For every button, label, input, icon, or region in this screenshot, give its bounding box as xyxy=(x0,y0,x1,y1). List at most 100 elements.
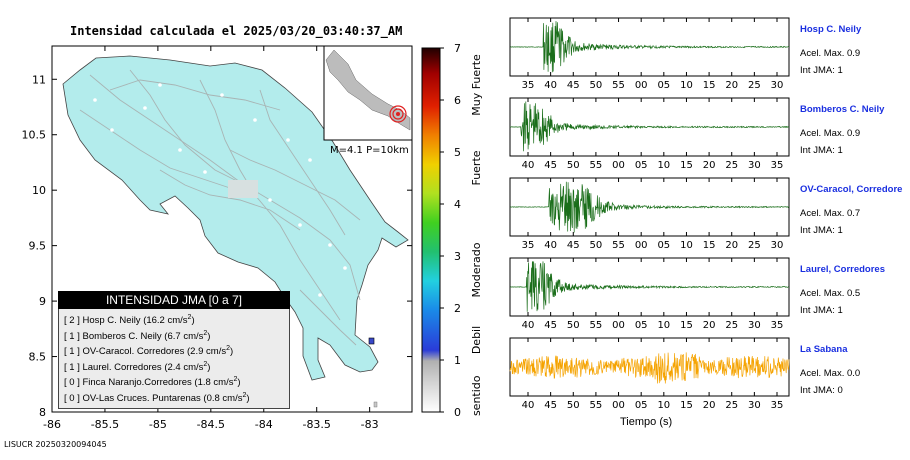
colorbar-tick-label: 7 xyxy=(454,42,461,55)
waveform-line xyxy=(510,261,790,312)
trace-x-tick-label: 30 xyxy=(771,80,784,91)
trace-x-tick-label: 10 xyxy=(657,160,670,171)
trace-x-tick-label: 25 xyxy=(725,400,738,411)
trace-x-tick-label: 40 xyxy=(544,240,557,251)
trace-x-tick-label: 10 xyxy=(680,80,693,91)
trace-x-tick-label: 15 xyxy=(680,400,693,411)
trace-panel: 40 45 50 55 00 05 10 15 20 25 30 35 xyxy=(509,257,790,331)
trace-x-tick-label: 05 xyxy=(635,160,648,171)
map-title: Intensidad calculada el 2025/03/20_03:40… xyxy=(70,24,403,38)
seismogram-panels: 35 40 45 50 55 00 05 10 15 20 25 30 40 45 50 55 00 05 10 15… xyxy=(509,17,790,411)
trace-x-tick-label: 45 xyxy=(567,240,580,251)
trace-x-tick-label: 15 xyxy=(703,80,716,91)
map-x-tick-label: -84 xyxy=(255,418,273,431)
trace-x-tick-label: 25 xyxy=(725,160,738,171)
legend-row-sup: 2 xyxy=(226,345,230,352)
trace-x-tick-label: 00 xyxy=(635,80,648,91)
legend-row-sup: 2 xyxy=(233,376,238,383)
trace-x-tick-label: 10 xyxy=(680,240,693,251)
legend-row-text: [ 0 ] Finca Naranjo.Corredores (1.8 cm/s xyxy=(64,377,234,389)
waveform-line xyxy=(509,352,790,384)
trace-x-tick-label: 35 xyxy=(522,240,535,251)
colorbar-category-label: Fuerte xyxy=(470,150,483,185)
waveform-line xyxy=(510,21,789,73)
map-x-tick-label: -83 xyxy=(361,418,379,431)
trace-x-tick-label: 35 xyxy=(771,400,784,411)
trace-x-tick-label: 20 xyxy=(703,320,716,331)
trace-station-name: OV-Caracol, Corredore xyxy=(800,184,903,195)
colorbar-tick-label: 5 xyxy=(454,146,461,159)
time-axis-label: Tiempo (s) xyxy=(620,416,673,428)
trace-x-tick-label: 35 xyxy=(771,160,784,171)
trace-acel-max: Acel. Max. 0.0 xyxy=(800,368,861,379)
map-x-tick-label: -85.5 xyxy=(91,418,119,431)
legend-row-sup: 2 xyxy=(203,329,208,337)
trace-x-tick-label: 15 xyxy=(680,320,693,331)
station-marker-las-cruces xyxy=(373,401,378,408)
trace-panel: 35 40 45 50 55 00 05 10 15 20 25 30 xyxy=(509,177,790,251)
trace-x-tick-label: 55 xyxy=(590,320,603,331)
legend-row: [ 1 ] OV-Caracol. Corredores (2.9 cm/s2) xyxy=(64,345,233,357)
trace-x-tick-label: 40 xyxy=(522,160,535,171)
colorbar-category-label: Debil xyxy=(470,326,483,354)
map-y-tick-label: 10 xyxy=(32,184,46,197)
colorbar-category-label: Muy Fuerte xyxy=(470,54,483,116)
trace-int-jma: Int JMA: 1 xyxy=(800,145,843,156)
costa-rica-land xyxy=(62,55,409,381)
trace-int-jma: Int JMA: 0 xyxy=(800,385,843,396)
trace-acel-max: Acel. Max. 0.9 xyxy=(800,128,861,139)
town-markers xyxy=(93,83,347,297)
legend-row: [ 1 ] Bomberos C. Neily (6.7 cm/s2) xyxy=(64,330,210,342)
trace-panel: 35 40 45 50 55 00 05 10 15 20 25 30 xyxy=(509,17,790,91)
trace-x-tick-label: 55 xyxy=(612,240,625,251)
trace-x-tick-label: 10 xyxy=(657,400,670,411)
trace-x-tick-label: 25 xyxy=(748,240,761,251)
trace-x-tick-label: 30 xyxy=(748,400,761,411)
map-y-tick-label: 10.5 xyxy=(22,129,47,142)
map-y-tick-label: 8 xyxy=(39,406,46,419)
legend-box xyxy=(58,291,290,409)
colorbar-ticks: 7 6 5 4 3 2 1 0 xyxy=(440,42,461,419)
trace-x-tick-label: 45 xyxy=(544,400,557,411)
trace-x-tick-label: 20 xyxy=(703,160,716,171)
trace-x-tick-label: 25 xyxy=(725,320,738,331)
trace-x-tick-label: 35 xyxy=(771,320,784,331)
trace-x-tick-label: 25 xyxy=(748,80,761,91)
epicenter-dot xyxy=(396,112,400,116)
trace-panel: 40 45 50 55 00 05 10 15 20 25 30 35 xyxy=(509,97,790,171)
map-y-axis: 8 8.5 9 9.5 10 10.5 11 xyxy=(22,73,412,419)
trace-station-name: Bomberos C. Neily xyxy=(800,104,885,115)
legend-row-text: [ 0 ] OV-Las Cruces. Puntarenas (0.8 cm/… xyxy=(64,392,243,404)
legend-row-close: ) xyxy=(237,377,241,389)
trace-acel-max: Acel. Max. 0.5 xyxy=(800,288,861,299)
trace-x-tick-label: 50 xyxy=(567,320,580,331)
legend-row-close: ) xyxy=(191,315,195,327)
trace-acel-max: Acel. Max. 0.9 xyxy=(800,48,861,59)
trace-station-name: Hosp C. Neily xyxy=(800,24,862,35)
trace-station-name: Laurel, Corredores xyxy=(800,264,885,275)
trace-x-tick-label: 00 xyxy=(612,160,625,171)
trace-x-tick-label: 00 xyxy=(612,400,625,411)
trace-x-tick-label: 55 xyxy=(590,400,603,411)
trace-x-tick-label: 15 xyxy=(680,160,693,171)
trace-x-tick-label: 00 xyxy=(612,320,625,331)
legend-row-close: ) xyxy=(207,330,211,342)
trace-x-tick-label: 05 xyxy=(635,400,648,411)
colorbar-categories: Muy Fuerte Fuerte Moderado Debil No sentido xyxy=(470,54,483,420)
trace-x-tick-label: 10 xyxy=(657,320,670,331)
map-x-tick-label: -86 xyxy=(43,418,61,431)
trace-x-tick-label: 05 xyxy=(657,80,670,91)
map-x-tick-label: -83.5 xyxy=(302,418,330,431)
legend-row-text: [ 2 ] Hosp C. Neily (16.2 cm/s xyxy=(64,315,188,327)
map-x-tick-label: -84.5 xyxy=(197,418,225,431)
map-y-tick-label: 11 xyxy=(32,73,46,86)
magnitude-caption: M=4.1 P=10km xyxy=(330,145,409,156)
colorbar-tick-label: 0 xyxy=(454,406,461,419)
trace-int-jma: Int JMA: 1 xyxy=(800,305,843,316)
trace-x-tick-label: 20 xyxy=(703,400,716,411)
legend-row: [ 2 ] Hosp C. Neily (16.2 cm/s2) xyxy=(64,314,195,326)
legend-row-sup: 2 xyxy=(187,314,192,321)
epicenter-ring-mid xyxy=(392,108,404,120)
inset-map: M=4.1 P=10km xyxy=(323,45,413,156)
trace-x-tick-label: 00 xyxy=(635,240,648,251)
